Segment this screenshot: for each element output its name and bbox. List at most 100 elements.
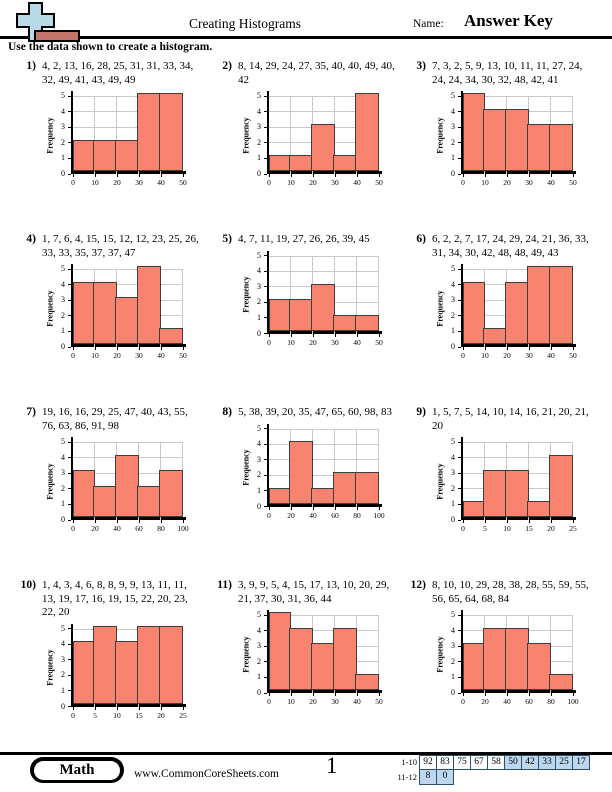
x-axis-ticks: 0 10 20 30 40 50 xyxy=(267,333,385,348)
y-tick-mark xyxy=(264,506,267,507)
histogram-bar xyxy=(333,627,357,690)
x-tick-mark xyxy=(550,520,552,523)
y-tick-label: 0 xyxy=(61,169,65,178)
y-tick-label: 3 xyxy=(61,468,65,478)
problem-header: 8) 5, 38, 39, 20, 35, 47, 65, 60, 98, 83 xyxy=(204,406,398,420)
x-tick-label: 60 xyxy=(135,524,143,533)
y-tick-mark xyxy=(458,268,461,270)
y-tick-mark xyxy=(264,301,267,303)
score-cell: 58 xyxy=(487,755,505,770)
problem-data-values: 1, 5, 7, 5, 14, 10, 14, 16, 21, 20, 21, … xyxy=(432,406,589,432)
y-tick-mark xyxy=(68,315,71,317)
problem-header: 12) 8, 10, 10, 29, 28, 38, 28, 55, 59, 5… xyxy=(398,579,606,606)
x-tick-label: 40 xyxy=(503,697,511,706)
y-axis-ticks: 0 1 2 3 4 5 xyxy=(446,264,461,351)
histogram-bar xyxy=(137,266,161,344)
problem-number: 9) xyxy=(416,406,426,418)
x-tick-label: 20 xyxy=(503,178,511,187)
histogram-chart: Frequency 0 1 2 3 4 5 0 5 10 15 20 25 xyxy=(44,623,204,721)
x-tick-mark xyxy=(378,506,380,510)
x-tick-label: 0 xyxy=(267,337,271,347)
problem-data-values: 7, 3, 2, 5, 9, 13, 10, 11, 11, 27, 24, 2… xyxy=(432,60,583,86)
y-tick-label: 4 xyxy=(257,625,261,635)
x-tick-mark xyxy=(528,347,530,350)
gridline xyxy=(269,474,379,476)
y-tick-label: 3 xyxy=(61,295,65,305)
chartbox: Frequency 0 1 2 3 4 5 0 5 10 15 20 25 xyxy=(434,437,606,534)
page-number: 1 xyxy=(326,753,338,778)
y-tick-mark xyxy=(458,111,461,113)
y-tick-mark xyxy=(68,519,71,521)
gridline xyxy=(269,459,379,461)
x-tick-mark xyxy=(484,520,486,523)
y-tick-mark xyxy=(458,676,461,678)
histogram-chart: Frequency 0 1 2 3 4 5 0 10 20 30 40 50 xyxy=(240,610,398,707)
score-cell: 8 xyxy=(419,769,437,785)
x-tick-mark xyxy=(138,347,140,350)
problem-data-values: 3, 9, 9, 5, 4, 15, 17, 13, 10, 20, 29, 2… xyxy=(238,579,390,605)
problem: 12) 8, 10, 10, 29, 28, 38, 28, 55, 59, 5… xyxy=(398,579,606,752)
chartbox: Frequency 0 1 2 3 4 5 0 10 20 30 40 50 xyxy=(240,610,398,707)
problem-number: 4) xyxy=(26,233,36,245)
y-axis-label-text: Frequency xyxy=(241,116,251,154)
gridline xyxy=(290,255,291,334)
y-tick-label: 3 xyxy=(257,641,261,651)
x-tick-mark xyxy=(506,174,508,177)
y-axis-ticks: 0 1 2 3 4 5 xyxy=(252,251,267,338)
x-tick-label: 30 xyxy=(135,178,143,187)
x-tick-label: 0 xyxy=(461,697,465,706)
histogram-bar xyxy=(159,470,183,517)
problem-header: 4) 1, 7, 6, 4, 15, 15, 12, 12, 23, 25, 2… xyxy=(8,233,204,260)
x-tick-label: 30 xyxy=(331,697,339,706)
y-tick-label: 0 xyxy=(257,169,261,178)
histogram-bar xyxy=(289,627,313,690)
gridline xyxy=(378,428,379,507)
y-tick-label: 0 xyxy=(451,342,455,351)
y-tick-label: 2 xyxy=(61,310,65,320)
y-tick-mark xyxy=(458,299,461,301)
x-tick-label: 40 xyxy=(309,510,317,520)
y-tick-mark xyxy=(458,519,461,521)
y-tick-mark xyxy=(68,441,71,443)
plot-column: 0 10 20 30 40 50 xyxy=(71,91,189,188)
problem-number: 6) xyxy=(416,233,426,245)
histogram-bar xyxy=(549,674,573,690)
problem-number: 1) xyxy=(26,60,36,72)
x-tick-label: 40 xyxy=(157,351,165,360)
plot-area xyxy=(267,423,382,507)
y-tick-label: 2 xyxy=(257,297,261,307)
y-tick-mark xyxy=(68,488,71,490)
y-tick-mark xyxy=(68,284,71,286)
histogram-bar xyxy=(505,470,529,517)
problem-header: 9) 1, 5, 7, 5, 14, 10, 14, 16, 21, 20, 2… xyxy=(398,406,606,433)
x-tick-label: 50 xyxy=(375,697,383,706)
y-tick-label: 2 xyxy=(61,483,65,493)
x-axis-ticks: 0 20 40 60 80 100 xyxy=(267,506,385,521)
x-tick-mark xyxy=(334,333,336,337)
x-tick-mark xyxy=(334,506,336,510)
x-tick-mark xyxy=(268,174,270,177)
y-tick-mark xyxy=(68,330,71,332)
x-tick-label: 10 xyxy=(503,524,511,533)
y-tick-mark xyxy=(458,126,461,128)
histogram-bar xyxy=(159,328,183,344)
x-axis-ticks: 0 10 20 30 40 50 xyxy=(71,174,189,188)
gridline xyxy=(356,255,357,334)
x-tick-mark xyxy=(116,347,118,350)
x-tick-label: 50 xyxy=(375,337,383,347)
name-label: Name: xyxy=(413,18,444,30)
x-tick-mark xyxy=(462,693,464,696)
problem-header: 1) 4, 2, 13, 16, 28, 25, 31, 31, 33, 34,… xyxy=(8,60,204,87)
x-tick-mark xyxy=(268,333,270,337)
y-tick-label: 3 xyxy=(451,122,455,132)
y-tick-label: 4 xyxy=(451,452,455,462)
histogram-bar xyxy=(505,108,529,171)
y-tick-label: 4 xyxy=(451,279,455,289)
y-tick-mark xyxy=(458,142,461,144)
problem-number: 11) xyxy=(217,579,232,591)
x-tick-mark xyxy=(290,693,292,696)
histogram-bar xyxy=(355,314,379,331)
y-tick-mark xyxy=(458,645,461,647)
x-tick-mark xyxy=(378,333,380,337)
y-tick-mark xyxy=(458,692,461,694)
